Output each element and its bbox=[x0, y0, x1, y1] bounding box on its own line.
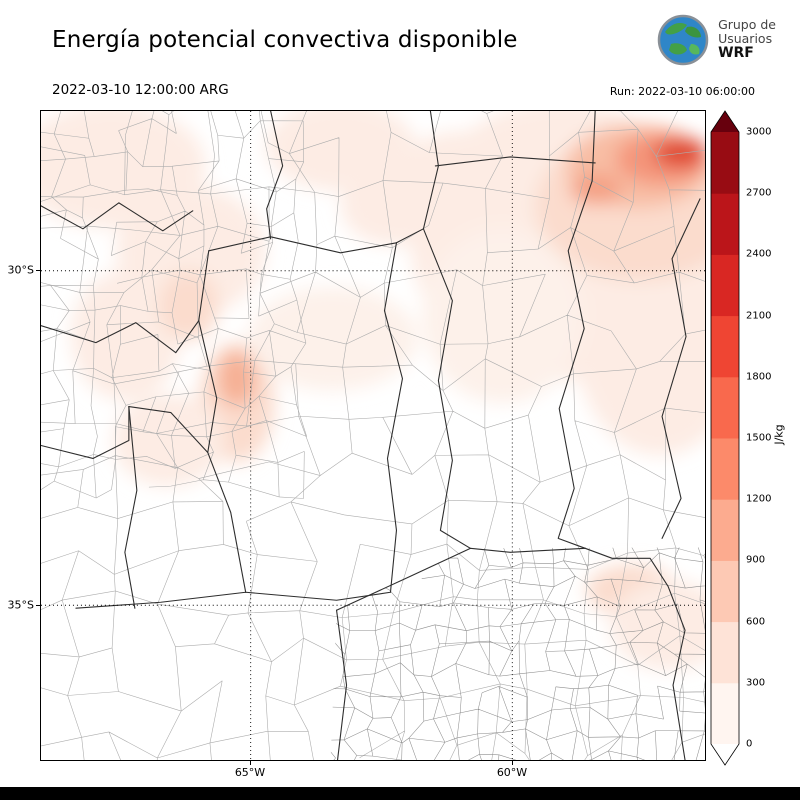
logo-line-1: Grupo de bbox=[718, 17, 776, 33]
colorbar-tick: 1800 bbox=[746, 371, 772, 383]
wrf-logo: Grupo de Usuarios WRF bbox=[656, 13, 776, 67]
x-tick-65w: 65°W bbox=[234, 766, 266, 779]
colorbar-tick: 2400 bbox=[746, 248, 772, 260]
province-boundaries bbox=[41, 111, 701, 760]
cape-shading bbox=[41, 111, 705, 671]
colorbar-tick: 0 bbox=[746, 738, 753, 750]
colorbar-tick: 2700 bbox=[746, 187, 772, 199]
axis-tickmark bbox=[512, 761, 513, 765]
colorbar-tick: 600 bbox=[746, 616, 766, 628]
bottom-bar bbox=[0, 787, 800, 800]
y-tick-35s: 35°S bbox=[7, 598, 34, 612]
valid-time-label: 2022-03-10 12:00:00 ARG bbox=[52, 82, 229, 98]
page-title: Energía potencial convectiva disponible bbox=[52, 27, 518, 53]
globe-icon bbox=[657, 14, 709, 66]
y-tick-30s: 30°S bbox=[7, 263, 34, 277]
colorbar-tick: 1200 bbox=[746, 493, 772, 505]
latlon-gridlines bbox=[41, 111, 705, 760]
department-boundaries bbox=[41, 111, 705, 760]
axis-tickmark bbox=[36, 605, 40, 606]
logo-wrf-label: WRF bbox=[718, 45, 754, 62]
colorbar bbox=[710, 110, 740, 766]
run-time-label: Run: 2022-03-10 06:00:00 bbox=[609, 85, 755, 98]
colorbar-tick: 300 bbox=[746, 677, 766, 689]
colorbar-tick: 900 bbox=[746, 554, 766, 566]
logo-text: Grupo de Usuarios WRF bbox=[718, 18, 776, 62]
map-canvas bbox=[40, 110, 706, 761]
logo-line-2: Usuarios bbox=[718, 31, 773, 47]
x-tick-60w: 60°W bbox=[496, 766, 528, 779]
colorbar-tick: 1500 bbox=[746, 432, 772, 444]
cape-map bbox=[41, 111, 705, 760]
axis-tickmark bbox=[250, 761, 251, 765]
colorbar-tick: 2100 bbox=[746, 310, 772, 322]
colorbar-tick: 3000 bbox=[746, 126, 772, 138]
colorbar-unit-label: J/kg bbox=[772, 424, 786, 445]
axis-tickmark bbox=[36, 270, 40, 271]
